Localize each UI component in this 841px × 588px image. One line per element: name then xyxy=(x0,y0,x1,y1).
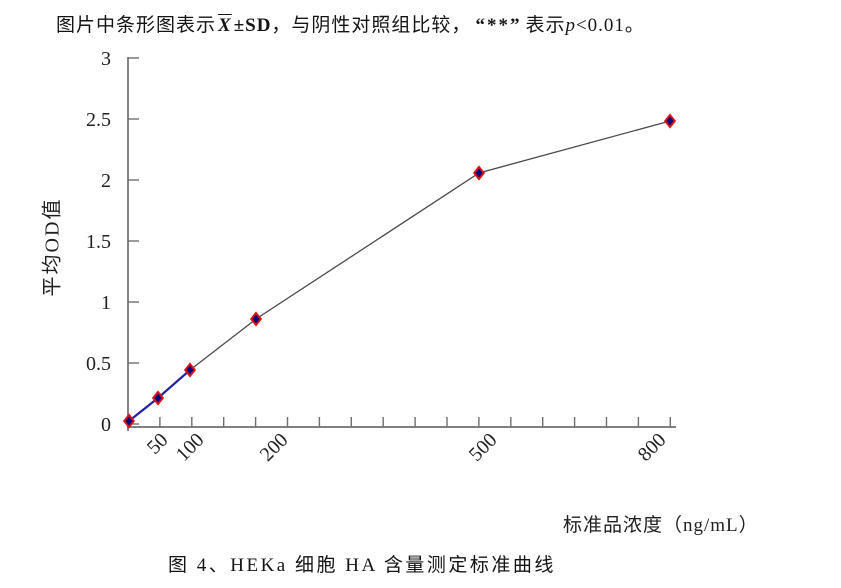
y-tick-label: 1 xyxy=(101,292,111,314)
y-tick-label: 2.5 xyxy=(86,109,111,131)
y-tick-label: 0.5 xyxy=(86,353,111,375)
x-axis-ticks xyxy=(159,417,671,427)
chart-axes xyxy=(127,57,676,431)
p-threshold: <0.01。 xyxy=(575,15,645,36)
data-point-marker xyxy=(122,413,136,429)
significance-stars: “**” xyxy=(475,15,522,36)
data-point-markers xyxy=(122,113,677,429)
x-tick-label: 500 xyxy=(465,429,502,466)
x-tick-label: 200 xyxy=(256,429,293,466)
x-tick-label: 800 xyxy=(634,429,671,466)
y-tick-label: 1.5 xyxy=(86,231,111,253)
y-axis-ticks-labels: 0 0.5 1 1.5 2 2.5 3 xyxy=(86,48,139,436)
x-tick-label: 100 xyxy=(172,429,209,466)
y-tick-label: 0 xyxy=(101,414,111,436)
data-point-marker xyxy=(663,113,677,129)
y-tick-label: 2 xyxy=(101,170,111,192)
xbar-symbol: X xyxy=(218,15,232,36)
data-point-marker xyxy=(472,165,486,181)
x-tick-labels: 50 100 200 500 800 xyxy=(143,429,671,466)
note-text-express: 表示 xyxy=(525,15,566,36)
figure-note: 图片中条形图表示 X ±SD，与阴性对照组比较， “**” 表示p<0.01。 xyxy=(56,10,645,37)
plus-minus-sd: ±SD xyxy=(233,15,272,36)
note-text-mid: ，与阴性对照组比较， xyxy=(271,15,472,36)
note-text-lead: 图片中条形图表示 xyxy=(56,15,217,36)
data-point-marker xyxy=(183,362,197,378)
data-point-marker xyxy=(249,311,263,327)
series-standard-curve xyxy=(128,120,671,422)
y-tick-label: 3 xyxy=(101,48,111,70)
data-point-marker xyxy=(151,390,165,406)
figure-caption: 图 4、HEKa 细胞 HA 含量测定标准曲线 xyxy=(168,555,556,576)
x-axis-title: 标准品浓度（ng/mL） xyxy=(563,515,759,536)
p-symbol: p xyxy=(565,15,576,36)
x-tick-label: 50 xyxy=(143,429,173,459)
